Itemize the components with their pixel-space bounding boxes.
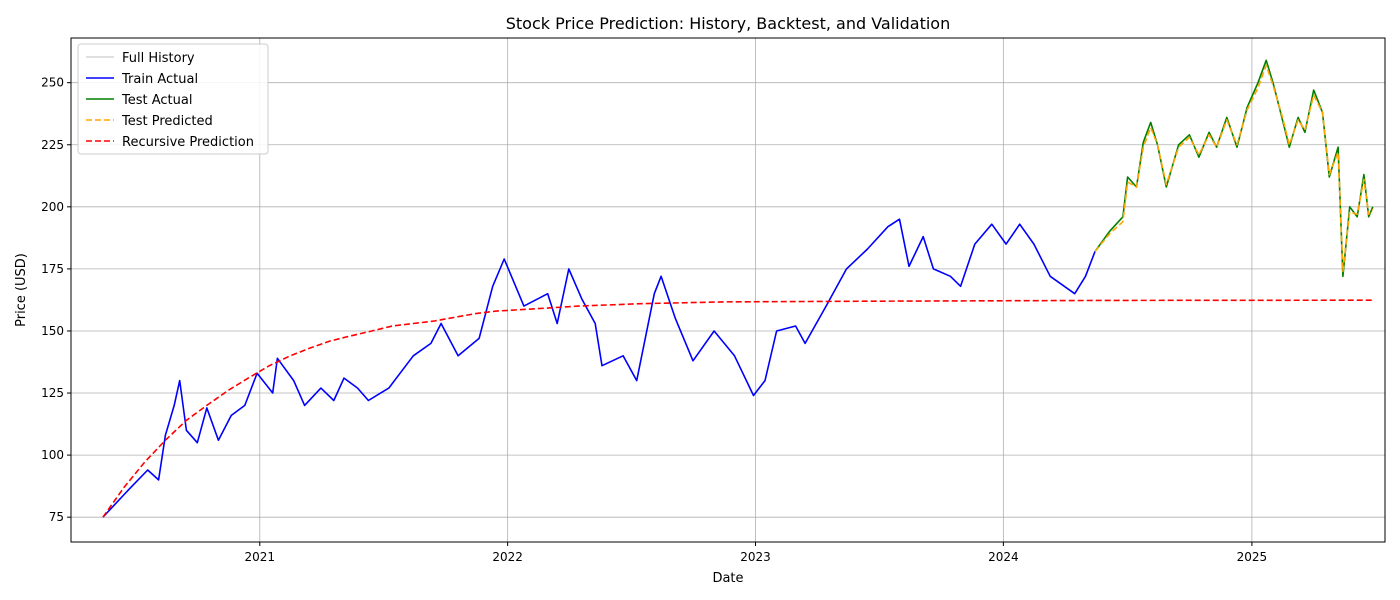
- plot-area-frame: [70, 37, 1386, 543]
- legend-label: Recursive Prediction: [122, 135, 254, 150]
- x-tick-label: 2024: [988, 550, 1019, 564]
- series-train-actual: [102, 218, 1096, 518]
- legend: Full History Train Actual Test Actual Test …: [77, 43, 269, 155]
- y-tick-label: 150: [41, 324, 64, 338]
- series-line: [102, 299, 1373, 518]
- y-tick-label: 125: [41, 386, 64, 400]
- legend-entries: Full History Train Actual Test Actual Test …: [86, 51, 254, 150]
- y-axis-ticks: 75 100 125 150 175 200 225 250: [41, 76, 71, 524]
- y-tick-label: 225: [41, 138, 64, 152]
- series-line: [1094, 64, 1374, 273]
- series-recursive-prediction: [102, 299, 1373, 518]
- y-tick-label: 175: [41, 262, 64, 276]
- legend-label: Train Actual: [121, 72, 198, 87]
- series-test-predicted: [1094, 64, 1374, 273]
- legend-label: Test Predicted: [121, 114, 213, 129]
- legend-box: [77, 43, 269, 155]
- y-axis-label: Price (USD): [14, 253, 29, 327]
- chart-title: Stock Price Prediction: History, Backtes…: [506, 14, 950, 33]
- x-tick-label: 2023: [740, 550, 771, 564]
- y-tick-label: 200: [41, 200, 64, 214]
- x-tick-label: 2025: [1237, 550, 1268, 564]
- series-line: [102, 218, 1096, 518]
- legend-label: Full History: [122, 51, 195, 66]
- x-axis-ticks: 2021 2022 2023 2024 2025: [245, 542, 1268, 564]
- y-tick-label: 100: [41, 448, 64, 462]
- x-tick-label: 2021: [245, 550, 276, 564]
- y-tick-label: 75: [49, 510, 64, 524]
- legend-label: Test Actual: [121, 93, 192, 108]
- series-layer: [102, 59, 1374, 518]
- x-axis-label: Date: [712, 571, 743, 586]
- x-tick-label: 2022: [492, 550, 523, 564]
- y-tick-label: 250: [41, 76, 64, 90]
